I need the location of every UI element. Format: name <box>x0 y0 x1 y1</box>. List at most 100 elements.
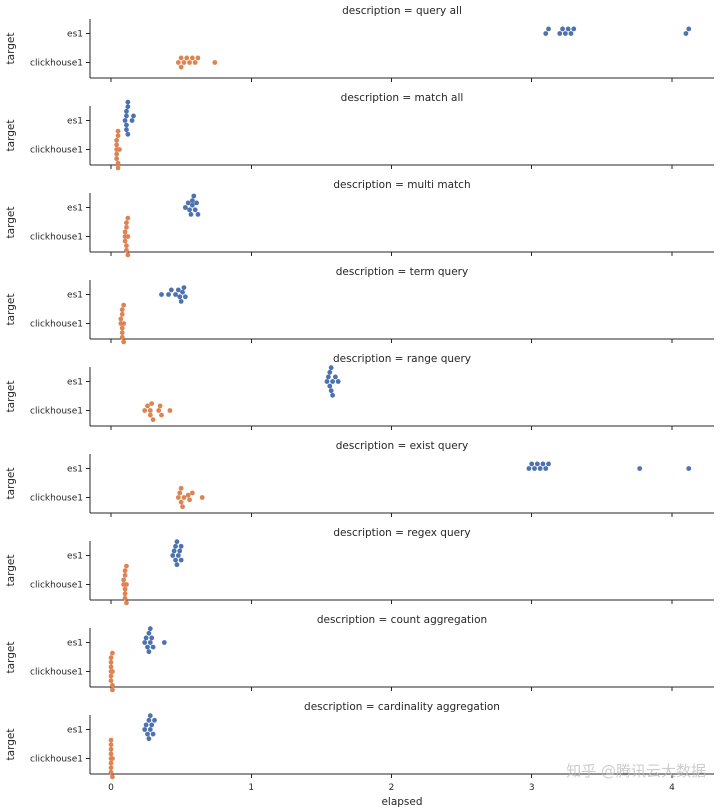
swarm-point-es1 <box>543 31 549 36</box>
swarm-point-clickhouse1 <box>122 238 128 244</box>
swarm-point-es1 <box>147 626 153 632</box>
swarm-point-es1 <box>178 543 184 549</box>
y-tick-label: clickhouse1 <box>30 581 83 591</box>
swarm-point-es1 <box>125 104 131 110</box>
swarm-point-clickhouse1 <box>125 215 131 221</box>
swarm-point-es1 <box>146 630 152 636</box>
swarm-point-es1 <box>327 383 333 389</box>
y-axis-label: target <box>5 555 17 587</box>
swarm-point-clickhouse1 <box>181 495 187 500</box>
panel-title: description = range query <box>333 353 471 365</box>
swarm-point-es1 <box>328 388 334 394</box>
swarm-point-clickhouse1 <box>177 490 183 496</box>
swarm-point-es1 <box>683 31 689 36</box>
swarm-point-clickhouse1 <box>156 408 162 413</box>
swarm-point-es1 <box>125 99 131 105</box>
panel-title: description = regex query <box>333 527 470 539</box>
swarm-point-es1 <box>125 131 131 137</box>
swarm-point-es1 <box>173 557 178 563</box>
swarm-point-clickhouse1 <box>115 160 121 166</box>
x-tick-label: 3 <box>529 783 535 793</box>
panel-title: description = term query <box>336 266 468 278</box>
swarm-point-es1 <box>182 294 188 300</box>
swarm-point-clickhouse1 <box>108 659 114 665</box>
swarm-point-es1 <box>324 379 330 384</box>
swarm-point-clickhouse1 <box>108 769 114 775</box>
swarm-point-es1 <box>177 548 183 554</box>
swarm-point-es1 <box>330 392 335 398</box>
swarm-point-es1 <box>152 717 157 723</box>
swarm-point-es1 <box>537 466 543 471</box>
swarm-point-clickhouse1 <box>121 302 127 308</box>
swarm-point-es1 <box>175 553 181 558</box>
swarm-point-es1 <box>178 299 184 304</box>
swarm-point-clickhouse1 <box>199 495 205 500</box>
swarm-point-clickhouse1 <box>187 497 192 503</box>
swarm-point-es1 <box>327 369 333 375</box>
swarm-point-clickhouse1 <box>108 746 114 752</box>
swarm-point-clickhouse1 <box>150 417 156 423</box>
swarm-point-es1 <box>187 207 192 213</box>
swarm-point-es1 <box>171 548 177 554</box>
y-tick-label: clickhouse1 <box>30 146 83 156</box>
swarm-point-es1 <box>150 644 156 650</box>
swarm-point-clickhouse1 <box>122 572 128 578</box>
swarm-point-clickhouse1 <box>124 582 129 587</box>
swarm-point-es1 <box>195 212 201 217</box>
x-tick-label: 4 <box>669 783 675 793</box>
swarm-point-es1 <box>686 26 692 32</box>
swarm-point-es1 <box>143 722 149 728</box>
swarm-point-es1 <box>562 31 568 36</box>
swarm-point-es1 <box>143 635 149 641</box>
swarm-point-clickhouse1 <box>124 220 129 226</box>
swarm-point-es1 <box>146 717 152 723</box>
swarm-point-clickhouse1 <box>122 586 128 592</box>
swarm-point-clickhouse1 <box>175 495 181 500</box>
panel-title: description = count aggregation <box>317 614 487 626</box>
facet-panel: description = multi match target es1 clickh… <box>5 179 714 258</box>
swarm-point-es1 <box>149 722 155 728</box>
swarm-point-es1 <box>146 736 152 742</box>
swarm-point-es1 <box>181 285 187 290</box>
swarm-point-clickhouse1 <box>180 504 185 510</box>
facet-panels: description = query all target es1 clickhou… <box>5 5 714 780</box>
swarm-point-clickhouse1 <box>108 673 114 679</box>
swarm-point-clickhouse1 <box>117 147 122 152</box>
swarm-point-es1 <box>147 640 153 645</box>
swarm-point-es1 <box>192 207 198 213</box>
swarm-point-clickhouse1 <box>184 55 190 61</box>
swarm-point-es1 <box>189 202 195 208</box>
swarm-point-clickhouse1 <box>122 595 128 601</box>
swarm-point-es1 <box>161 640 167 645</box>
swarm-point-es1 <box>124 108 129 114</box>
swarm-point-es1 <box>188 212 194 217</box>
swarm-point-es1 <box>180 289 185 295</box>
swarm-point-clickhouse1 <box>178 55 184 61</box>
facet-panel: description = count aggregation target es1… <box>5 614 714 693</box>
swarm-point-es1 <box>565 26 571 32</box>
swarm-point-clickhouse1 <box>187 60 192 65</box>
swarm-point-clickhouse1 <box>122 568 128 574</box>
x-axis: 0 1 2 3 4 <box>108 783 675 793</box>
facet-panel: description = cardinality aggregation tar… <box>5 701 714 780</box>
y-tick-label: clickhouse1 <box>30 59 83 69</box>
swarm-point-clickhouse1 <box>124 600 129 606</box>
swarm-point-clickhouse1 <box>115 133 121 139</box>
swarm-point-es1 <box>191 193 197 199</box>
swarm-point-clickhouse1 <box>178 64 184 70</box>
swarm-point-es1 <box>526 466 532 471</box>
swarm-point-clickhouse1 <box>114 156 120 162</box>
swarm-point-es1 <box>168 287 174 293</box>
swarm-point-clickhouse1 <box>108 737 114 743</box>
swarm-point-es1 <box>149 635 155 641</box>
y-tick-label: es1 <box>67 639 83 649</box>
swarm-point-clickhouse1 <box>212 60 218 65</box>
y-tick-label: es1 <box>67 204 83 214</box>
swarm-point-es1 <box>546 461 551 467</box>
y-tick-label: es1 <box>67 30 83 40</box>
y-tick-label: clickhouse1 <box>30 407 83 417</box>
swarm-point-es1 <box>146 649 152 655</box>
swarm-point-es1 <box>174 539 180 545</box>
swarm-point-clickhouse1 <box>108 742 114 748</box>
swarm-point-es1 <box>159 292 164 297</box>
